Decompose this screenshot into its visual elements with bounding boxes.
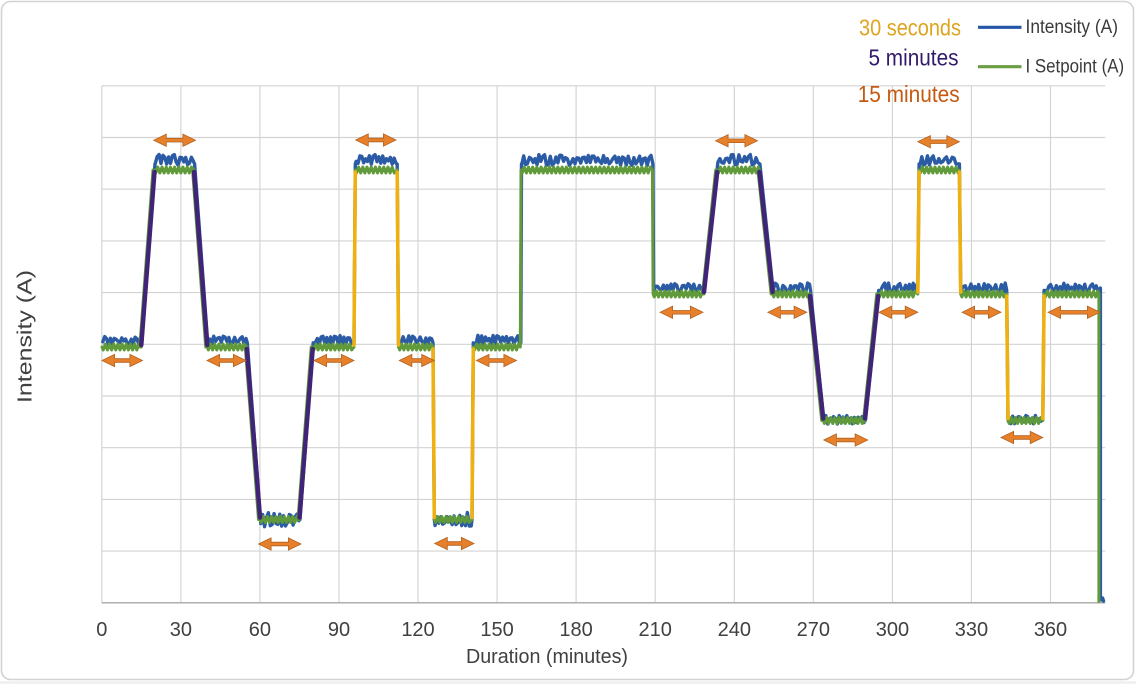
svg-text:I Setpoint (A): I Setpoint (A) xyxy=(1026,56,1125,78)
svg-text:330: 330 xyxy=(955,619,988,641)
svg-text:5 minutes: 5 minutes xyxy=(869,45,959,71)
svg-text:360: 360 xyxy=(1034,619,1067,641)
svg-text:60: 60 xyxy=(249,619,271,641)
svg-text:90: 90 xyxy=(328,619,350,641)
svg-text:Intensity (A): Intensity (A) xyxy=(15,270,37,403)
svg-text:210: 210 xyxy=(639,619,672,641)
svg-text:15 minutes: 15 minutes xyxy=(858,81,960,107)
svg-text:Duration (minutes): Duration (minutes) xyxy=(466,646,628,668)
svg-text:120: 120 xyxy=(401,619,434,641)
svg-text:0: 0 xyxy=(96,619,107,641)
svg-text:180: 180 xyxy=(559,619,592,641)
svg-text:270: 270 xyxy=(797,619,830,641)
svg-text:30 seconds: 30 seconds xyxy=(859,15,961,41)
svg-text:30: 30 xyxy=(170,619,192,641)
svg-text:300: 300 xyxy=(876,619,909,641)
svg-text:150: 150 xyxy=(480,619,513,641)
svg-text:Intensity (A): Intensity (A) xyxy=(1026,16,1119,38)
svg-text:240: 240 xyxy=(718,619,751,641)
